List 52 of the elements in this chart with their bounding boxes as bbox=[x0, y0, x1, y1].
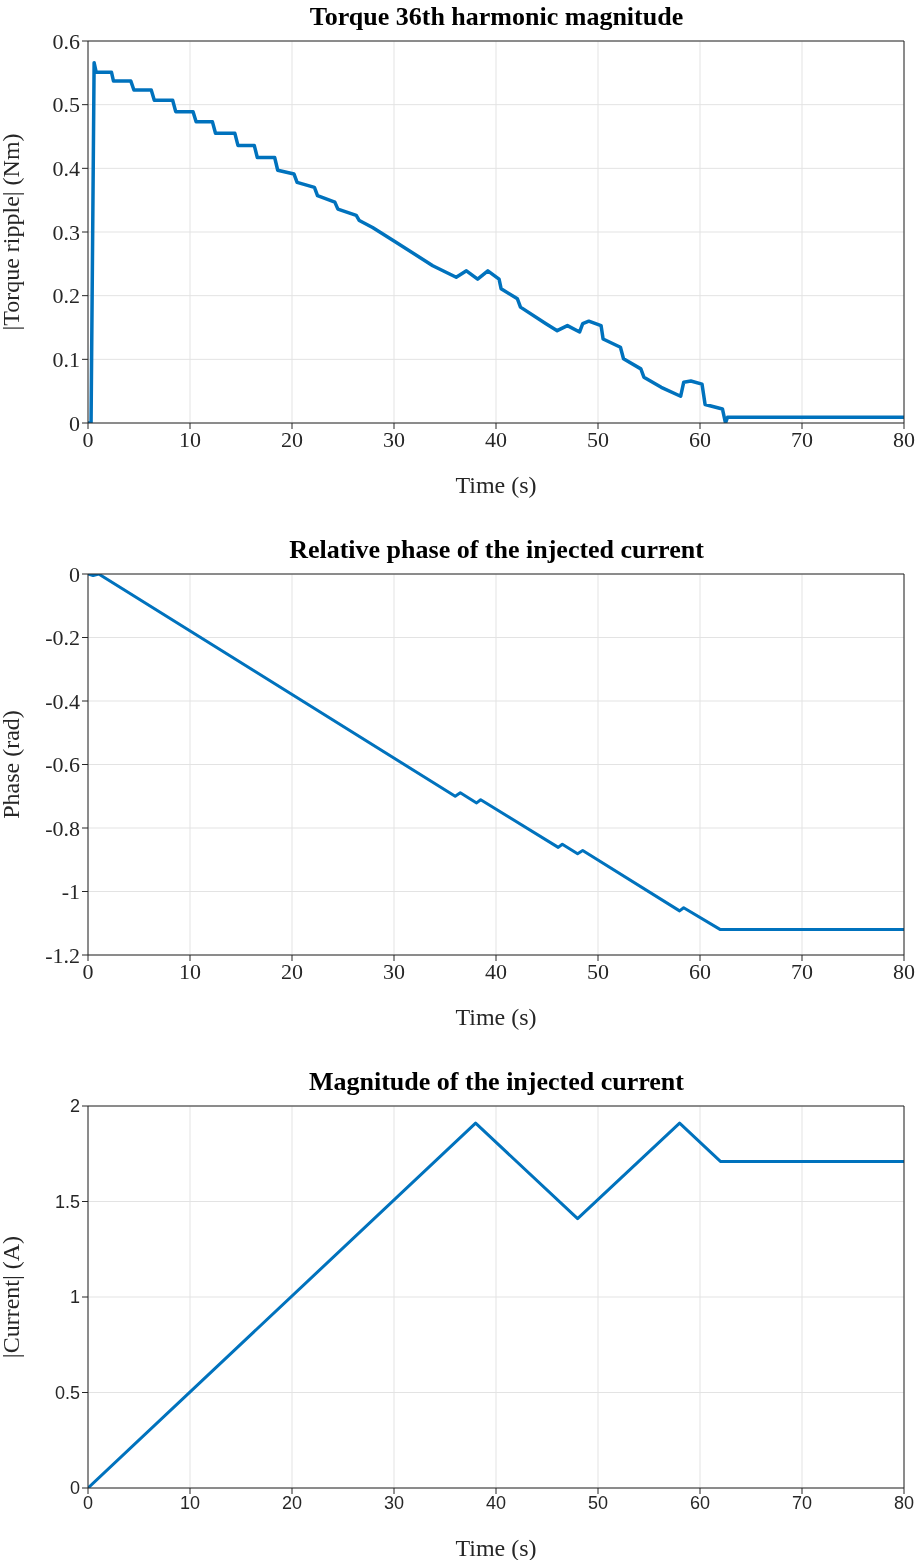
chart-title: Relative phase of the injected current bbox=[288, 535, 705, 565]
y-axis-title: |Torque ripple| (Nm) bbox=[0, 133, 24, 331]
x-tick-label: 80 bbox=[893, 426, 915, 452]
x-axis-title: Time (s) bbox=[455, 472, 537, 498]
y-axis-title: Phase (rad) bbox=[0, 710, 24, 819]
x-tick-label: 80 bbox=[893, 1492, 915, 1513]
x-tick-label: 30 bbox=[383, 426, 405, 452]
x-tick-label: 20 bbox=[281, 426, 303, 452]
y-tick-label: 0.5 bbox=[54, 1382, 80, 1403]
y-tick-label: 0.2 bbox=[52, 283, 80, 309]
y-tick-label: -0.4 bbox=[45, 688, 80, 714]
x-tick-label: 70 bbox=[791, 426, 813, 452]
x-tick-label: 20 bbox=[281, 1492, 303, 1513]
x-tick-label: 70 bbox=[791, 1492, 813, 1513]
x-tick-label: 50 bbox=[587, 958, 609, 984]
x-tick-label: 40 bbox=[485, 1492, 507, 1513]
x-tick-label: 80 bbox=[893, 958, 915, 984]
x-tick-label: 50 bbox=[587, 426, 609, 452]
x-tick-label: 10 bbox=[179, 1492, 201, 1513]
y-tick-label: -0.2 bbox=[45, 625, 80, 651]
y-tick-label: 1.5 bbox=[54, 1191, 80, 1212]
y-tick-label: -0.8 bbox=[45, 815, 80, 841]
x-tick-label: 0 bbox=[82, 1492, 94, 1513]
y-tick-label: 1 bbox=[69, 1287, 80, 1308]
y-axis-title: |Current| (A) bbox=[0, 1235, 24, 1359]
x-axis-title: Time (s) bbox=[455, 1004, 537, 1030]
y-tick-label: 0.1 bbox=[52, 347, 80, 373]
x-tick-label: 60 bbox=[689, 1492, 711, 1513]
x-tick-label: 60 bbox=[689, 426, 711, 452]
y-tick-label: 0.3 bbox=[52, 219, 80, 245]
y-tick-label: 0 bbox=[69, 1478, 80, 1499]
x-tick-label: 40 bbox=[485, 426, 507, 452]
x-tick-label: 20 bbox=[281, 958, 303, 984]
chart-title: Magnitude of the injected current bbox=[308, 1067, 685, 1097]
y-tick-label: 2 bbox=[69, 1096, 80, 1117]
y-tick-label: 0.4 bbox=[52, 156, 80, 182]
x-tick-label: 70 bbox=[791, 958, 813, 984]
x-tick-label: 10 bbox=[179, 426, 201, 452]
x-tick-label: 40 bbox=[485, 958, 507, 984]
y-tick-label: 0 bbox=[69, 561, 80, 587]
chart-title: Torque 36th harmonic magnitude bbox=[308, 2, 685, 32]
y-tick-label: -1.2 bbox=[45, 942, 80, 968]
x-tick-label: 10 bbox=[179, 958, 201, 984]
x-tick-label: 30 bbox=[383, 1492, 405, 1513]
y-tick-label: 0.6 bbox=[52, 28, 80, 54]
y-tick-label: -1 bbox=[61, 879, 80, 905]
y-tick-label: -0.6 bbox=[45, 752, 80, 778]
x-tick-label: 60 bbox=[689, 958, 711, 984]
x-tick-label: 50 bbox=[587, 1492, 609, 1513]
x-tick-label: 30 bbox=[383, 958, 405, 984]
y-tick-label: 0 bbox=[69, 410, 80, 436]
y-tick-label: 0.5 bbox=[52, 92, 80, 118]
